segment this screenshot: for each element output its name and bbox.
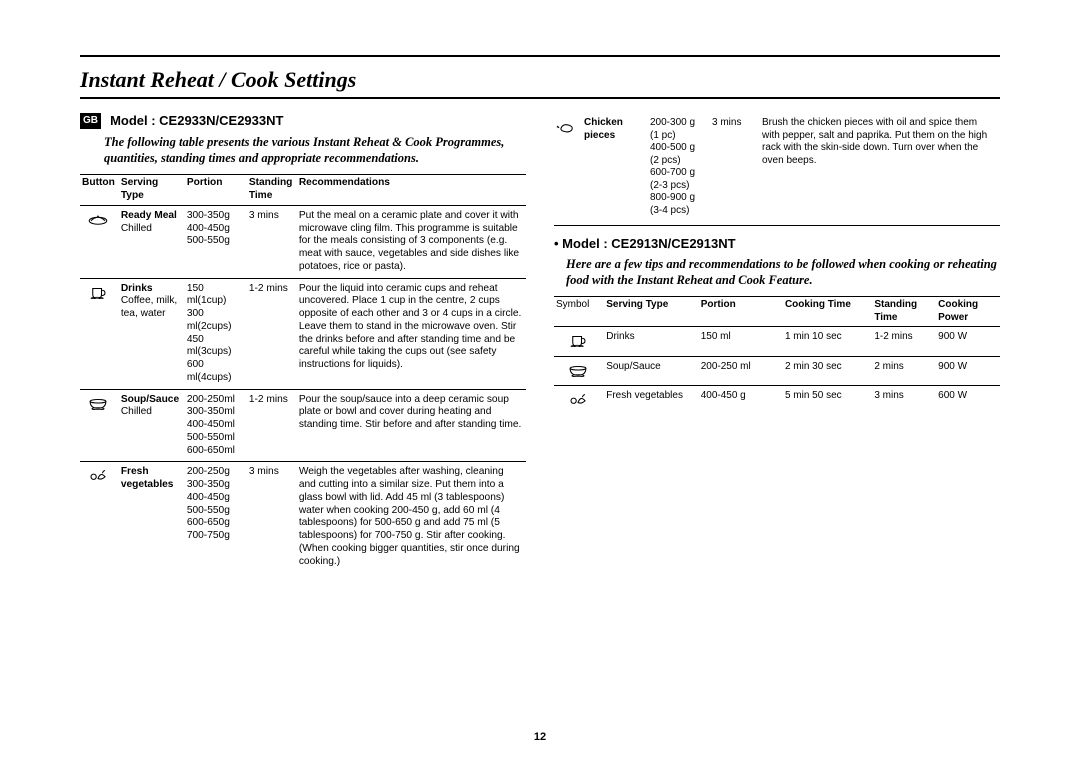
chicken-icon (554, 113, 582, 221)
rec-cell: Pour the liquid into ceramic cups and re… (297, 278, 526, 389)
model2-table: Symbol Serving Type Portion Cooking Time… (554, 296, 1000, 415)
th2-symbol: Symbol (554, 297, 604, 327)
table-row: Soup/SauceChilled200-250ml 300-350ml 400… (80, 389, 526, 462)
top-rule (80, 55, 1000, 57)
table-row: DrinksCoffee, milk, tea, water150 ml(1cu… (80, 278, 526, 389)
divider (554, 225, 1000, 226)
rec-cell: Weigh the vegetables after washing, clea… (297, 462, 526, 573)
rec-cell: Pour the soup/sauce into a deep ceramic … (297, 389, 526, 462)
chicken-portion: 200-300 g (1 pc) 400-500 g (2 pcs) 600-7… (648, 113, 710, 221)
left-column: GB Model : CE2933N/CE2933NT The followin… (80, 113, 526, 572)
standing-cell: 3 mins (247, 205, 297, 278)
chicken-table: Chicken pieces 200-300 g (1 pc) 400-500 … (554, 113, 1000, 221)
th-rec: Recommendations (297, 175, 526, 206)
st-cell: 1-2 mins (872, 327, 936, 357)
th2-pw: Cooking Power (936, 297, 1000, 327)
veg-icon (80, 462, 119, 573)
model-header-left: Model : CE2933N/CE2933NT (110, 113, 283, 128)
th-standing: Standing Time (247, 175, 297, 206)
th-button: Button (80, 175, 119, 206)
table-row: Fresh vegetables400-450 g5 min 50 sec3 m… (554, 386, 1000, 415)
gb-badge: GB (80, 113, 101, 129)
drinks-icon (554, 327, 604, 357)
portion-cell: 150 ml(1cup) 300 ml(2cups) 450 ml(3cups)… (185, 278, 247, 389)
serving-cell: Soup/SauceChilled (119, 389, 185, 462)
portion-cell: 200-250g 300-350g 400-450g 500-550g 600-… (185, 462, 247, 573)
chicken-standing: 3 mins (710, 113, 760, 221)
intro-right: Here are a few tips and recommendations … (566, 257, 1000, 288)
table-row: Soup/Sauce200-250 ml2 min 30 sec2 mins90… (554, 356, 1000, 386)
ct-cell: 2 min 30 sec (783, 356, 872, 386)
table-row: Drinks150 ml1 min 10 sec1-2 mins900 W (554, 327, 1000, 357)
serving-cell: Drinks (604, 327, 698, 357)
table-row: Ready MealChilled300-350g 400-450g 500-5… (80, 205, 526, 278)
th2-portion: Portion (699, 297, 783, 327)
intro-left: The following table presents the various… (104, 135, 526, 166)
ready-meal-icon (80, 205, 119, 278)
serving-cell: Fresh vegetables (604, 386, 698, 415)
rec-cell: Put the meal on a ceramic plate and cove… (297, 205, 526, 278)
portion-cell: 150 ml (699, 327, 783, 357)
standing-cell: 1-2 mins (247, 278, 297, 389)
portion-cell: 400-450 g (699, 386, 783, 415)
chicken-serving: Chicken pieces (582, 113, 648, 221)
st-cell: 2 mins (872, 356, 936, 386)
th2-st: Standing Time (872, 297, 936, 327)
portion-cell: 200-250ml 300-350ml 400-450ml 500-550ml … (185, 389, 247, 462)
page-number: 12 (0, 731, 1080, 743)
veg-icon (554, 386, 604, 415)
st-cell: 3 mins (872, 386, 936, 415)
pw-cell: 900 W (936, 356, 1000, 386)
serving-cell: Soup/Sauce (604, 356, 698, 386)
standing-cell: 3 mins (247, 462, 297, 573)
serving-cell: DrinksCoffee, milk, tea, water (119, 278, 185, 389)
page-title: Instant Reheat / Cook Settings (80, 67, 1000, 99)
right-column: Chicken pieces 200-300 g (1 pc) 400-500 … (554, 113, 1000, 572)
th-portion: Portion (185, 175, 247, 206)
ct-cell: 1 min 10 sec (783, 327, 872, 357)
portion-cell: 200-250 ml (699, 356, 783, 386)
th-serving: Serving Type (119, 175, 185, 206)
ct-cell: 5 min 50 sec (783, 386, 872, 415)
th2-serving: Serving Type (604, 297, 698, 327)
chicken-rec: Brush the chicken pieces with oil and sp… (760, 113, 1000, 221)
pw-cell: 600 W (936, 386, 1000, 415)
serving-cell: Ready MealChilled (119, 205, 185, 278)
drinks-icon (80, 278, 119, 389)
table-row: Fresh vegetables200-250g 300-350g 400-45… (80, 462, 526, 573)
soup-icon (80, 389, 119, 462)
model-header-right: Model : CE2913N/CE2913NT (554, 236, 1000, 251)
reheat-table: Button Serving Type Portion Standing Tim… (80, 174, 526, 572)
serving-cell: Fresh vegetables (119, 462, 185, 573)
th2-ct: Cooking Time (783, 297, 872, 327)
portion-cell: 300-350g 400-450g 500-550g (185, 205, 247, 278)
standing-cell: 1-2 mins (247, 389, 297, 462)
pw-cell: 900 W (936, 327, 1000, 357)
soup-icon (554, 356, 604, 386)
